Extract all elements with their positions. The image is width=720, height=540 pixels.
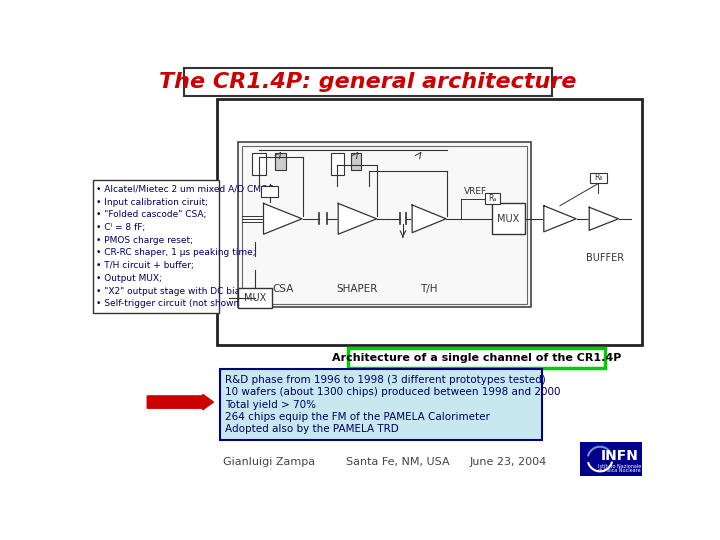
- Text: MUX: MUX: [498, 214, 520, 224]
- Text: 10 wafers (about 1300 chips) produced between 1998 and 2000: 10 wafers (about 1300 chips) produced be…: [225, 387, 560, 397]
- Text: VREF: VREF: [464, 187, 487, 197]
- Polygon shape: [589, 207, 618, 231]
- Text: di Fisica Nucleare: di Fisica Nucleare: [598, 468, 641, 473]
- Text: SHAPER: SHAPER: [337, 284, 378, 294]
- FancyBboxPatch shape: [351, 153, 361, 170]
- Polygon shape: [264, 204, 302, 234]
- Text: Istituto Nazionale: Istituto Nazionale: [598, 464, 641, 469]
- Text: Rₐ: Rₐ: [488, 194, 496, 203]
- FancyBboxPatch shape: [580, 442, 642, 476]
- Text: Total yield > 70%: Total yield > 70%: [225, 400, 316, 410]
- FancyBboxPatch shape: [485, 193, 500, 204]
- Text: T/H: T/H: [420, 284, 438, 294]
- Text: Adopted also by the PAMELA TRD: Adopted also by the PAMELA TRD: [225, 424, 399, 434]
- FancyBboxPatch shape: [252, 153, 266, 175]
- Polygon shape: [412, 205, 446, 233]
- FancyBboxPatch shape: [220, 369, 542, 440]
- Text: June 23, 2004: June 23, 2004: [469, 457, 546, 467]
- Text: • Output MUX;: • Output MUX;: [96, 274, 162, 283]
- Text: • CR-RC shaper, 1 μs peaking time;: • CR-RC shaper, 1 μs peaking time;: [96, 248, 256, 258]
- Text: 264 chips equip the FM of the PAMELA Calorimeter: 264 chips equip the FM of the PAMELA Cal…: [225, 412, 490, 422]
- Text: Gianluigi Zampa: Gianluigi Zampa: [222, 457, 315, 467]
- FancyBboxPatch shape: [217, 99, 642, 345]
- FancyBboxPatch shape: [242, 146, 527, 303]
- Text: • "Folded cascode" CSA;: • "Folded cascode" CSA;: [96, 211, 207, 219]
- Text: The CR1.4P: general architecture: The CR1.4P: general architecture: [160, 72, 577, 92]
- Polygon shape: [544, 206, 576, 232]
- Text: MUX: MUX: [244, 293, 266, 303]
- FancyBboxPatch shape: [94, 180, 219, 313]
- FancyBboxPatch shape: [492, 204, 525, 234]
- Text: • "X2" output stage with DC bias;: • "X2" output stage with DC bias;: [96, 287, 248, 295]
- Text: Santa Fe, NM, USA: Santa Fe, NM, USA: [346, 457, 449, 467]
- Text: • Alcatel/Mietec 2 um mixed A/D CMOS;: • Alcatel/Mietec 2 um mixed A/D CMOS;: [96, 185, 277, 194]
- Text: • PMOS charge reset;: • PMOS charge reset;: [96, 236, 194, 245]
- FancyBboxPatch shape: [261, 186, 278, 197]
- Text: BUFFER: BUFFER: [585, 253, 624, 264]
- FancyArrow shape: [148, 394, 213, 410]
- FancyBboxPatch shape: [348, 348, 606, 368]
- Text: R₆: R₆: [594, 173, 603, 183]
- FancyBboxPatch shape: [238, 142, 531, 307]
- FancyBboxPatch shape: [238, 288, 272, 308]
- Text: Architecture of a single channel of the CR1.4P: Architecture of a single channel of the …: [332, 353, 621, 363]
- Text: • T/H circuit + buffer;: • T/H circuit + buffer;: [96, 261, 194, 270]
- FancyBboxPatch shape: [184, 68, 552, 96]
- Text: INFN: INFN: [600, 449, 638, 463]
- Text: • Cᴵ = 8 fF;: • Cᴵ = 8 fF;: [96, 223, 145, 232]
- Text: • Input calibration ciruit;: • Input calibration ciruit;: [96, 198, 208, 207]
- FancyBboxPatch shape: [275, 153, 286, 170]
- Polygon shape: [338, 204, 377, 234]
- Text: CSA: CSA: [272, 284, 294, 294]
- FancyBboxPatch shape: [330, 153, 344, 175]
- FancyBboxPatch shape: [590, 173, 607, 184]
- Text: R&D phase from 1996 to 1998 (3 different prototypes tested): R&D phase from 1996 to 1998 (3 different…: [225, 375, 546, 385]
- Text: • Self-trigger circuit (not shown here): • Self-trigger circuit (not shown here): [96, 299, 266, 308]
